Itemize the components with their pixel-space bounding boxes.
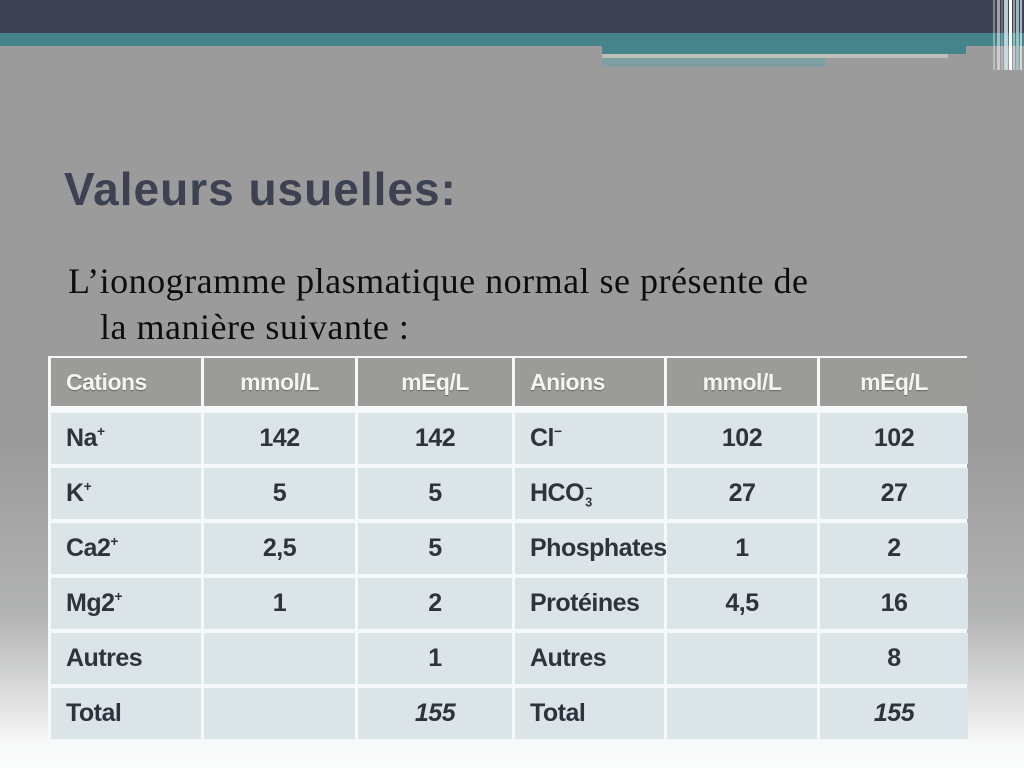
- value-cell-r0-c2: 142: [358, 413, 512, 464]
- value-cell-r5-c4: [667, 688, 817, 739]
- value-cell-r5-c1: [204, 688, 355, 739]
- header-cell-meq-l-2: mEq/L: [358, 358, 512, 406]
- slide-body-text: L’ionogramme plasmatique normal se prése…: [68, 258, 968, 350]
- value-cell-r1-c1: 5: [204, 468, 355, 519]
- value-cell-r4-c4: [667, 633, 817, 684]
- label-cell-r2-c3: Phosphates: [515, 523, 667, 574]
- value-cell-r4-c2: 1: [358, 633, 512, 684]
- label-cell-r5-c3: Total: [515, 688, 664, 739]
- value-cell-r4-c1: [204, 633, 355, 684]
- label-cell-r4-c0: Autres: [51, 633, 201, 684]
- body-line-2: la manière suivante :: [100, 307, 410, 347]
- value-cell-r2-c1: 2,5: [204, 523, 355, 574]
- value-cell-r0-c1: 142: [204, 413, 355, 464]
- value-cell-r2-c5: 2: [820, 523, 968, 574]
- label-cell-r1-c0: K +: [51, 468, 201, 519]
- value-cell-r2-c4: 1: [667, 523, 817, 574]
- label-cell-r0-c0: Na +: [51, 413, 201, 464]
- slide-title: Valeurs usuelles:: [64, 163, 457, 215]
- header-cell-mmol-l-1: mmol/L: [204, 358, 355, 406]
- label-cell-r2-c0: Ca2 +: [51, 523, 201, 574]
- header-cell-mmol-l-4: mmol/L: [667, 358, 817, 406]
- light-accent-line: [602, 54, 948, 58]
- value-cell-r1-c5: 27: [820, 468, 968, 519]
- label-cell-r5-c0: Total: [51, 688, 201, 739]
- header-cell-anions-3: Anions: [515, 358, 664, 406]
- value-cell-r3-c2: 2: [358, 578, 512, 629]
- value-cell-r1-c4: 27: [667, 468, 817, 519]
- value-cell-r0-c4: 102: [667, 413, 817, 464]
- label-cell-r3-c0: Mg2 +: [51, 578, 201, 629]
- value-cell-r5-c5: 155: [820, 688, 968, 739]
- value-cell-r3-c1: 1: [204, 578, 355, 629]
- label-cell-r4-c3: Autres: [515, 633, 664, 684]
- muted-teal-accent: [602, 58, 826, 67]
- value-cell-r0-c5: 102: [820, 413, 968, 464]
- value-cell-r3-c4: 4,5: [667, 578, 817, 629]
- corner-stripes-decoration: [992, 0, 1024, 70]
- body-line-1: L’ionogramme plasmatique normal se prése…: [68, 261, 809, 301]
- ionogram-table: Cations mmol/L mEq/L Anions mmol/L mEq/L Na +14…: [51, 358, 968, 739]
- top-dark-bar: [0, 0, 1024, 33]
- header-cell-meq-l-5: mEq/L: [820, 358, 968, 406]
- label-cell-r0-c3: Cl −: [515, 413, 664, 464]
- value-cell-r3-c5: 16: [820, 578, 968, 629]
- value-cell-r2-c2: 5: [358, 523, 512, 574]
- label-cell-r1-c3: HCO −3: [515, 468, 664, 519]
- header-cell-cations-0: Cations: [51, 358, 201, 406]
- teal-accent-block: [602, 33, 966, 54]
- value-cell-r5-c2: 155: [358, 688, 512, 739]
- label-cell-r3-c3: Protéines: [515, 578, 664, 629]
- value-cell-r4-c5: 8: [820, 633, 968, 684]
- value-cell-r1-c2: 5: [358, 468, 512, 519]
